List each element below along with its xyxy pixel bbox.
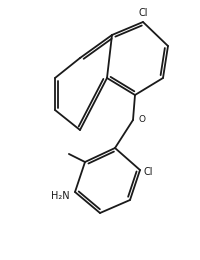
Text: Cl: Cl [138,8,147,18]
Text: Cl: Cl [143,167,153,177]
Text: H₂N: H₂N [51,191,70,201]
Text: O: O [138,115,145,125]
